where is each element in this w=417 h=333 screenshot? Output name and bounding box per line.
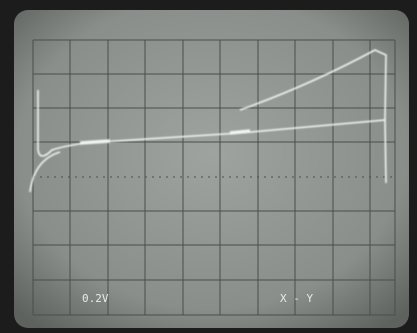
- scale-label: 0.2V: [82, 292, 109, 305]
- trace: [29, 49, 387, 193]
- screen: [14, 10, 409, 328]
- mode-label: X - Y: [280, 292, 313, 305]
